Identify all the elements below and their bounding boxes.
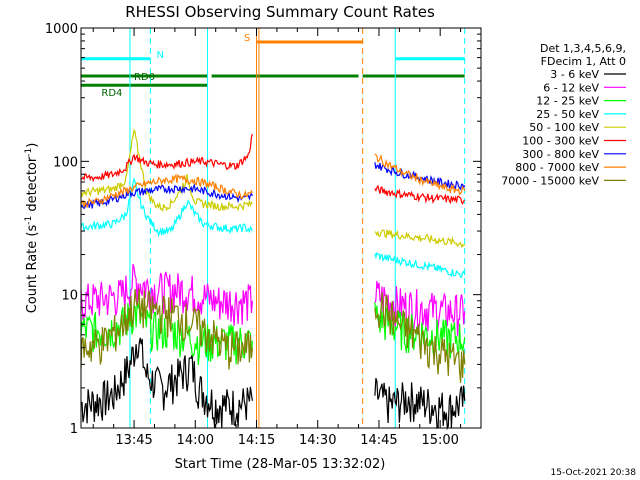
legend-entry-label: 800 - 7000 keV [515,161,599,174]
x-tick-label: 14:00 [177,433,214,448]
series-line-3 [374,251,466,278]
flag-label: N [157,50,164,61]
y-tick-label: 1000 [45,22,78,37]
flag-label: RD0 [134,72,155,83]
x-tick-label: 14:15 [238,433,275,448]
plot-frame [80,27,482,429]
legend: Det 1,3,4,5,6,9,FDecim 1, Att 03 - 6 keV… [501,42,626,187]
y-tick-label: 1 [70,422,78,437]
y-axis-label: Count Rate (s-1 detector-1) [24,143,40,314]
y-tick-label: 10 [61,289,78,304]
series-line-3 [80,177,253,238]
timestamp: 15-Oct-2021 20:38 [551,468,637,478]
legend-entry-label: 3 - 6 keV [550,68,599,81]
chart-title: RHESSI Observing Summary Count Rates [125,3,435,21]
x-tick-label: 13:45 [115,433,152,448]
series-line-4 [80,128,253,213]
x-axis-label: Start Time (28-Mar-05 13:32:02) [175,457,386,472]
legend-entry-label: 25 - 50 keV [536,108,599,121]
series-line-5 [374,184,466,205]
y-tick-label: 100 [53,155,78,170]
legend-entry-label: 12 - 25 keV [536,95,599,108]
series-line-0 [374,378,466,431]
x-tick-label: 14:45 [360,433,397,448]
axis-ticks: 1 10 100 1000 13:45 14:00 14:15 14:30 14:45 15:00 [45,22,481,448]
series-line-1 [374,280,466,337]
legend-header-line: Det 1,3,4,5,6,9, [540,42,626,55]
legend-entry-label: 100 - 300 keV [522,135,599,148]
series-line-2 [80,302,253,366]
series-line-8 [374,292,466,383]
legend-entry-label: 6 - 12 keV [543,81,599,94]
series-line-4 [374,229,466,249]
series-line-1 [80,263,253,326]
series-layer [80,128,466,431]
flag-label: S [244,33,250,44]
series-line-5 [80,133,253,183]
legend-entry-label: 300 - 800 keV [522,148,599,161]
legend-entry-label: 50 - 100 keV [529,121,599,134]
x-tick-label: 15:00 [421,433,458,448]
flag-label: RD4 [101,88,122,99]
legend-entry-label: 7000 - 15000 keV [501,174,599,187]
series-line-0 [80,337,253,429]
x-tick-label: 14:30 [299,433,336,448]
series-line-6 [80,183,253,210]
series-line-8 [80,288,253,370]
series-line-7 [80,173,253,209]
legend-header-line: FDecim 1, Att 0 [541,55,626,68]
vlines-layer [80,28,466,428]
series-line-7 [374,153,466,196]
